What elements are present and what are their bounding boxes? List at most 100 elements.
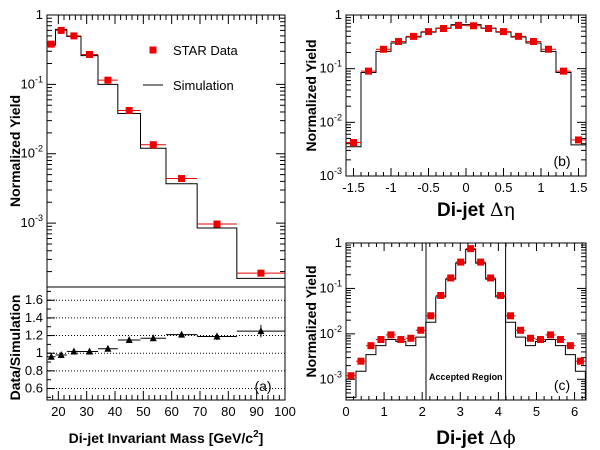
data-point: [70, 32, 78, 40]
data-point: [47, 40, 55, 48]
panel-c-frame: [345, 242, 587, 401]
y-tick-label: 10-3: [320, 166, 342, 183]
simulation-histogram: [46, 28, 286, 287]
x-tick-label: 50: [136, 404, 150, 419]
simulation-histogram: [345, 248, 586, 400]
y-tick-label: 10-2: [21, 144, 43, 161]
panel-a-yield: 1 10-1 10-2 10-3 STAR Data Simulation Normaliz…: [7, 7, 286, 288]
panel-c-delta-phi: 1 10-1 10-2 10-3 0 1 2 3 4 5 6 Accepted Region (c) No…: [303, 235, 587, 449]
x-tick-label: 5: [533, 404, 540, 419]
panel-a-ratio: 0.6 0.8 1 1.2 1.4 1.6 20 30 40 50 60 70 80 90 100(a) Da…: [7, 286, 296, 446]
data-point: [86, 50, 93, 58]
panel-c-label: (c): [554, 377, 570, 393]
panel-b-label: (b): [553, 153, 570, 169]
data-point: [347, 372, 355, 380]
x-tick-label: -0.5: [417, 180, 439, 195]
y-axis-title: Normalized Yield: [7, 95, 23, 207]
ratio-point: [57, 350, 65, 358]
data-point: [575, 136, 582, 144]
x-tick-label: 1: [537, 180, 544, 195]
data-point: [485, 25, 492, 33]
data-point: [427, 312, 435, 320]
y-tick-label: 10-1: [320, 59, 342, 76]
x-tick-label: 1.5: [569, 180, 587, 195]
x-tick-label: 40: [108, 404, 122, 419]
data-point: [517, 326, 525, 334]
y-tick-label: 10-1: [320, 278, 342, 295]
data-point: [487, 274, 495, 282]
x-tick-label: 3: [457, 404, 464, 419]
x-tick-label: 100: [274, 404, 296, 419]
ratio-point: [213, 332, 221, 340]
panel-b-frame: [345, 14, 587, 177]
x-tick-label: 4: [495, 404, 502, 419]
x-tick-label: 60: [164, 404, 178, 419]
data-point: [425, 28, 432, 36]
ratio-point: [125, 335, 133, 343]
x-tick-label: 1: [380, 404, 387, 419]
data-point: [457, 258, 465, 266]
data-point: [566, 342, 574, 350]
x-tick-label: 6: [571, 404, 578, 419]
y-tick-label: 1: [335, 7, 342, 22]
y-tick-label: 0.8: [25, 363, 43, 378]
data-point: [507, 312, 515, 320]
y-tick-label: 1.4: [25, 310, 43, 325]
data-point: [149, 141, 157, 149]
y-tick-label: 1.2: [25, 328, 43, 343]
legend-data-label: STAR Data: [173, 43, 239, 58]
data-point: [380, 45, 387, 53]
ratio-point: [149, 334, 157, 342]
y-tick-label: 10-2: [320, 324, 342, 341]
x-tick-label: 80: [221, 404, 235, 419]
data-point: [395, 38, 402, 46]
ratio-y-axis-title: Data/Simulation: [7, 295, 23, 401]
data-point: [515, 32, 522, 40]
accepted-region-label: Accepted Region: [429, 372, 503, 382]
ratio-point: [70, 347, 78, 355]
y-tick-label: 10-3: [320, 369, 342, 386]
x-axis-title: Di-jet Δη: [437, 199, 515, 221]
x-tick-label: 2: [419, 404, 426, 419]
data-point: [410, 32, 417, 40]
x-tick-label: 0: [462, 180, 469, 195]
legend-data-marker: [149, 46, 157, 54]
data-point: [500, 28, 507, 36]
data-point: [545, 45, 552, 53]
y-tick-label: 0.6: [25, 381, 43, 396]
data-point: [437, 291, 445, 299]
data-point: [397, 336, 405, 344]
ratio-point: [104, 344, 112, 352]
data-point: [497, 291, 505, 299]
data-point: [556, 336, 564, 344]
legend-simulation-label: Simulation: [173, 78, 234, 93]
data-point: [407, 334, 415, 342]
data-point: [367, 342, 375, 350]
x-tick-label: -1: [385, 180, 397, 195]
x-tick-label: 0: [342, 404, 349, 419]
data-point: [576, 357, 584, 365]
data-point: [470, 22, 477, 30]
y-tick-label: 1: [335, 235, 342, 250]
data-point: [467, 245, 475, 253]
ratio-point: [47, 352, 55, 360]
x-tick-label: 90: [249, 404, 263, 419]
x-tick-label: 30: [79, 404, 93, 419]
y-tick-label: 10-2: [320, 112, 342, 129]
panel-b-delta-eta: 1 10-1 10-2 10-3-1.5 -1 -0.5 0 0.5 1 1.5 (b) Normal…: [303, 7, 588, 221]
data-point: [455, 21, 462, 29]
x-tick-label: 20: [51, 404, 65, 419]
data-point: [125, 107, 133, 115]
x-tick-label: 0.5: [494, 180, 512, 195]
ratio-point: [257, 327, 265, 335]
data-point: [447, 274, 455, 282]
data-point: [365, 67, 372, 75]
panel-a-label: (a): [254, 378, 271, 394]
data-point: [477, 258, 485, 266]
ratio-point: [178, 330, 186, 338]
data-point: [560, 67, 567, 75]
y-tick-label: 1.6: [25, 292, 43, 307]
y-tick-label: 1: [36, 345, 43, 360]
data-point: [213, 220, 221, 228]
